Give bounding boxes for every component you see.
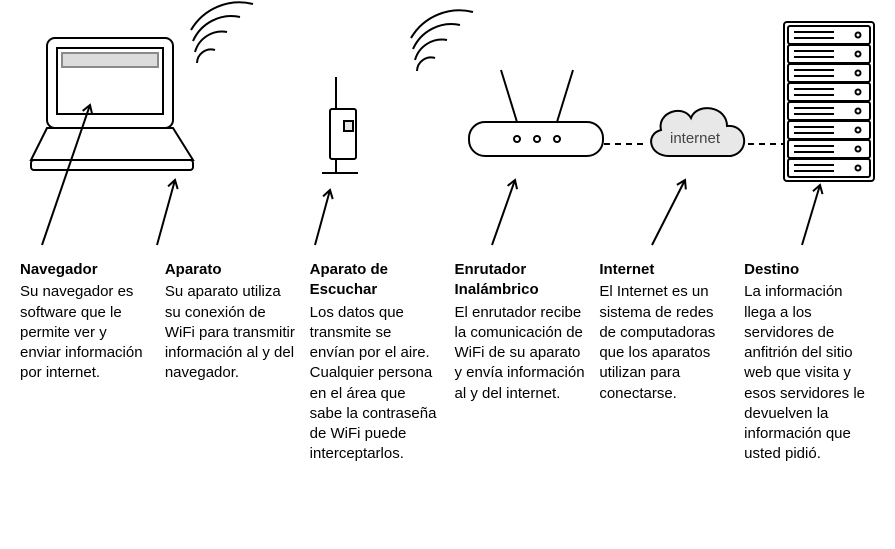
column-title: Aparato xyxy=(165,260,296,280)
column-enrutador: Enrutador Inalámbrico El enrutador recib… xyxy=(454,260,585,465)
column-desc: La información llega a los servidores de… xyxy=(744,282,875,464)
server-rack-icon xyxy=(782,20,877,195)
column-internet: Internet El Internet es un sistema de re… xyxy=(599,260,730,465)
column-desc: El enrutador recibe la comunicación de W… xyxy=(454,303,585,404)
column-escuchar: Aparato de Escuchar Los datos que transm… xyxy=(310,260,441,465)
column-navegador: Navegador Su navegador es software que l… xyxy=(20,260,151,465)
arrow-1-icon xyxy=(145,175,205,255)
arrow-0-icon xyxy=(35,100,95,255)
column-desc: Los datos que transmite se envían por el… xyxy=(310,303,441,465)
icons-row xyxy=(0,0,895,200)
arrow-2-icon xyxy=(305,185,355,255)
listening-device-icon xyxy=(308,75,378,190)
arrow-4-icon xyxy=(640,175,700,255)
column-title: Enrutador Inalámbrico xyxy=(454,260,585,301)
router-icon xyxy=(455,60,615,185)
column-desc: El Internet es un sistema de redes de co… xyxy=(599,282,730,404)
column-desc: Su aparato utiliza su conexión de WiFi p… xyxy=(165,282,296,383)
columns-row: Navegador Su navegador es software que l… xyxy=(20,260,875,465)
column-title: Destino xyxy=(744,260,875,280)
column-title: Aparato de Escuchar xyxy=(310,260,441,301)
arrow-5-icon xyxy=(790,180,850,255)
column-title: Internet xyxy=(599,260,730,280)
cloud-label: internet xyxy=(670,130,720,147)
arrow-3-icon xyxy=(480,175,540,255)
column-title: Navegador xyxy=(20,260,151,280)
column-desc: Su navegador es software que le permite … xyxy=(20,282,151,383)
wifi-signal-laptop-icon xyxy=(185,0,275,85)
column-aparato: Aparato Su aparato utiliza su conexión d… xyxy=(165,260,296,465)
column-destino: Destino La información llega a los servi… xyxy=(744,260,875,465)
